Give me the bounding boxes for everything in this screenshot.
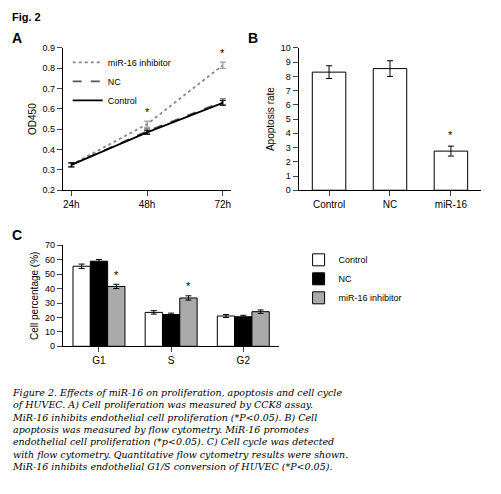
svg-text:*: *	[145, 106, 150, 118]
svg-text:*: *	[186, 280, 191, 292]
svg-text:B: B	[248, 30, 258, 46]
svg-text:NC: NC	[383, 199, 397, 210]
svg-text:0.2: 0.2	[43, 185, 56, 195]
svg-text:20: 20	[45, 313, 55, 323]
svg-text:Control: Control	[108, 96, 137, 106]
svg-text:Apoptosis rate: Apoptosis rate	[265, 87, 276, 151]
svg-text:5: 5	[286, 114, 291, 124]
svg-text:Figure 2. Effects of miR-16 on: Figure 2. Effects of miR-16 on prolifera…	[12, 387, 348, 472]
svg-text:30: 30	[45, 298, 55, 308]
svg-text:OD450: OD450	[27, 103, 38, 135]
svg-text:Control: Control	[339, 255, 368, 265]
svg-text:0: 0	[286, 185, 291, 195]
svg-text:0: 0	[50, 341, 55, 351]
svg-text:60: 60	[45, 255, 55, 265]
svg-text:48h: 48h	[139, 199, 156, 210]
svg-text:Control: Control	[313, 199, 345, 210]
svg-text:40: 40	[45, 284, 55, 294]
svg-text:24h: 24h	[63, 199, 80, 210]
svg-text:0.3: 0.3	[43, 165, 56, 175]
svg-text:Fig. 2: Fig. 2	[12, 11, 41, 23]
svg-text:*: *	[114, 269, 119, 281]
svg-text:S: S	[168, 355, 175, 366]
svg-text:G2: G2	[237, 355, 251, 366]
svg-text:A: A	[12, 30, 22, 46]
svg-text:8: 8	[286, 72, 291, 82]
svg-text:miR-16: miR-16	[435, 199, 468, 210]
svg-text:0.5: 0.5	[43, 124, 56, 134]
svg-text:2: 2	[286, 157, 291, 167]
svg-text:70: 70	[45, 240, 55, 250]
svg-text:1: 1	[286, 171, 291, 181]
svg-text:10: 10	[281, 43, 291, 53]
svg-text:0.4: 0.4	[43, 145, 56, 155]
svg-text:3: 3	[286, 143, 291, 153]
svg-text:miR-16 inhibitor: miR-16 inhibitor	[108, 58, 171, 68]
svg-text:72h: 72h	[214, 199, 231, 210]
svg-text:Cell percentage (%): Cell percentage (%)	[29, 252, 40, 340]
svg-text:NC: NC	[339, 274, 352, 284]
svg-text:miR-16 inhibitor: miR-16 inhibitor	[339, 293, 402, 303]
svg-text:C: C	[12, 227, 22, 243]
svg-text:0.6: 0.6	[43, 104, 56, 114]
svg-text:10: 10	[45, 327, 55, 337]
svg-text:0.9: 0.9	[43, 43, 56, 53]
svg-text:*: *	[220, 47, 225, 59]
svg-text:50: 50	[45, 269, 55, 279]
svg-text:6: 6	[286, 100, 291, 110]
svg-text:4: 4	[286, 128, 291, 138]
svg-text:0.8: 0.8	[43, 63, 56, 73]
svg-text:NC: NC	[108, 77, 121, 87]
svg-text:7: 7	[286, 86, 291, 96]
svg-text:G1: G1	[92, 355, 106, 366]
svg-text:*: *	[448, 129, 453, 141]
svg-text:0.7: 0.7	[43, 84, 56, 94]
svg-text:9: 9	[286, 57, 291, 67]
